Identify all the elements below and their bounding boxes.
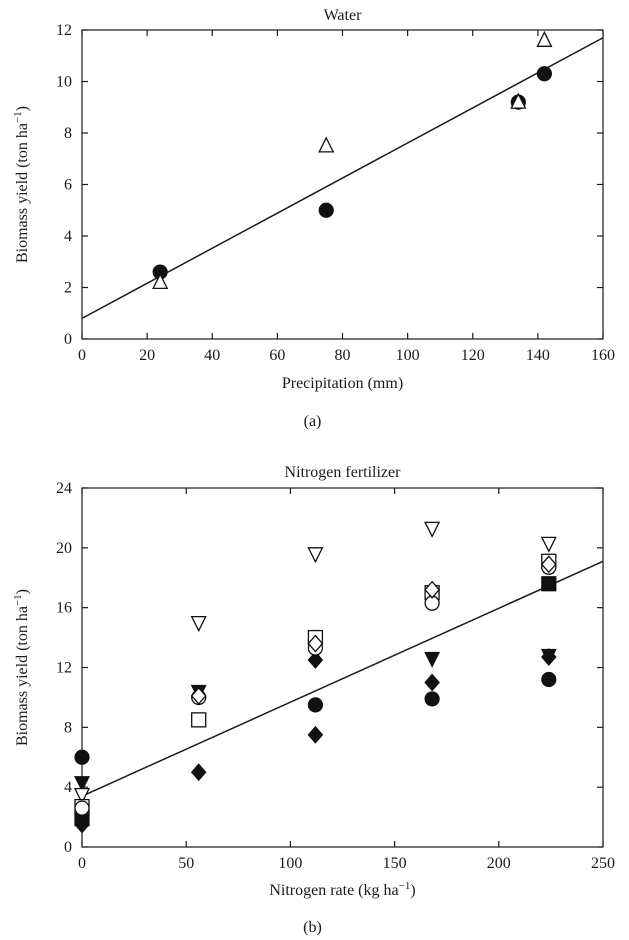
plot-frame [81,29,604,340]
x-tick-label: 0 [78,347,86,364]
y-axis-label: Biomass yield (ton ha−1) [12,589,31,746]
y-tick-label: 8 [64,719,72,736]
point-circle-filled [307,697,324,713]
point-triangle-up-open [510,92,527,109]
y-tick-label: 20 [56,540,72,557]
point-triangle-down-open [424,521,441,538]
panel-label: (b) [303,919,322,936]
point-diamond-filled [307,651,324,669]
point-circle-filled [318,202,334,218]
point-circle-filled [424,691,440,707]
point-circle-filled [541,671,557,688]
x-tick-label: 250 [591,855,615,872]
y-tick-label: 4 [64,779,72,796]
x-tick-label: 0 [78,855,86,872]
point-diamond-open [424,580,440,599]
plot-frame [81,487,604,848]
chart-panel-b: Nitrogen fertilizer 0 50 100 150 200 250 0 4 8 12 1… [12,464,615,936]
point-circle-filled [536,66,552,82]
y-tick-label: 8 [64,125,72,142]
point-diamond-open [540,555,557,574]
y-tick-label: 12 [56,660,72,677]
y-axis-label: Biomass yield (ton ha−1) [12,106,31,263]
x-tick-label: 50 [178,855,194,872]
point-triangle-down-filled [74,776,90,793]
y-tick-label: 4 [64,228,72,245]
chart-panel-a: Water 0 20 40 60 80 100 120 140 160 0 2 4 6 8 10 12 Preci… [12,7,615,430]
y-tick-label: 24 [56,480,72,497]
regression-line [81,37,604,320]
y-tick-label: 10 [56,74,72,91]
x-tick-label: 150 [383,855,407,872]
point-diamond-filled [190,763,207,782]
x-axis-label: Nitrogen rate (kg ha−1) [269,880,415,899]
y-tick-label: 16 [56,600,72,617]
chart-title: Water [324,7,362,24]
x-tick-label: 20 [139,347,155,364]
point-triangle-down-open [73,787,91,805]
point-triangle-up-open [318,136,335,153]
x-tick-label: 80 [335,347,351,364]
x-tick-label: 160 [591,347,615,364]
x-axis-label: Precipitation (mm) [282,375,403,392]
point-triangle-up-open [536,30,553,47]
y-tick-label: 2 [64,280,72,297]
point-triangle-down-open [190,615,207,633]
regression-line [81,560,604,797]
point-triangle-up-open [152,272,169,290]
point-triangle-down-open [307,547,324,564]
x-tick-label: 40 [204,347,220,364]
point-diamond-filled [424,673,440,692]
x-tick-label: 200 [487,855,511,872]
x-tick-label: 100 [396,347,420,364]
panel-label: (a) [304,413,322,430]
x-tick-label: 120 [461,347,485,364]
x-tick-label: 140 [526,347,550,364]
point-diamond-open [190,686,207,705]
y-tick-label: 0 [64,839,72,856]
y-tick-label: 12 [56,22,72,39]
point-square-filled [541,576,557,592]
y-tick-label: 6 [64,177,72,194]
point-circle-open [74,800,90,816]
point-diamond-filled [307,725,324,744]
point-triangle-down-filled [424,651,441,668]
point-diamond-open [307,634,324,653]
point-triangle-down-filled [540,648,557,665]
y-tick-label: 0 [64,331,72,348]
x-tick-label: 100 [278,855,302,872]
x-tick-label: 60 [269,347,285,364]
point-square-open [191,712,207,728]
point-circle-filled [74,749,90,765]
chart-title: Nitrogen fertilizer [285,464,402,481]
point-triangle-down-open [540,536,557,553]
